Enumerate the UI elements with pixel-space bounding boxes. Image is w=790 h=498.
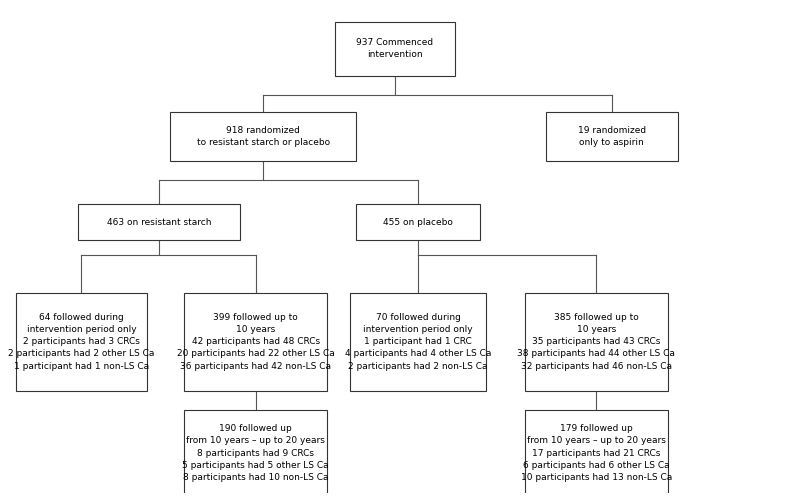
Text: 455 on placebo: 455 on placebo: [383, 218, 453, 227]
Text: 463 on resistant starch: 463 on resistant starch: [107, 218, 211, 227]
Text: 19 randomized
only to aspirin: 19 randomized only to aspirin: [577, 126, 646, 147]
FancyBboxPatch shape: [77, 204, 240, 241]
FancyBboxPatch shape: [525, 409, 668, 497]
FancyBboxPatch shape: [356, 204, 480, 241]
Text: 70 followed during
intervention period only
1 participant had 1 CRC
4 participan: 70 followed during intervention period o…: [345, 313, 491, 371]
FancyBboxPatch shape: [335, 22, 455, 76]
FancyBboxPatch shape: [184, 293, 327, 390]
FancyBboxPatch shape: [546, 113, 678, 161]
FancyBboxPatch shape: [16, 293, 147, 390]
Text: 64 followed during
intervention period only
2 participants had 3 CRCs
2 particip: 64 followed during intervention period o…: [8, 313, 155, 371]
Text: 190 followed up
from 10 years – up to 20 years
8 participants had 9 CRCs
5 parti: 190 followed up from 10 years – up to 20…: [182, 424, 329, 482]
Text: 937 Commenced
intervention: 937 Commenced intervention: [356, 38, 434, 59]
Text: 399 followed up to
10 years
42 participants had 48 CRCs
20 participants had 22 o: 399 followed up to 10 years 42 participa…: [177, 313, 334, 371]
FancyBboxPatch shape: [171, 113, 356, 161]
FancyBboxPatch shape: [184, 409, 327, 497]
FancyBboxPatch shape: [351, 293, 486, 390]
Text: 179 followed up
from 10 years – up to 20 years
17 participants had 21 CRCs
6 par: 179 followed up from 10 years – up to 20…: [521, 424, 672, 482]
FancyBboxPatch shape: [525, 293, 668, 390]
Text: 385 followed up to
10 years
35 participants had 43 CRCs
38 participants had 44 o: 385 followed up to 10 years 35 participa…: [517, 313, 675, 371]
Text: 918 randomized
to resistant starch or placebo: 918 randomized to resistant starch or pl…: [197, 126, 330, 147]
